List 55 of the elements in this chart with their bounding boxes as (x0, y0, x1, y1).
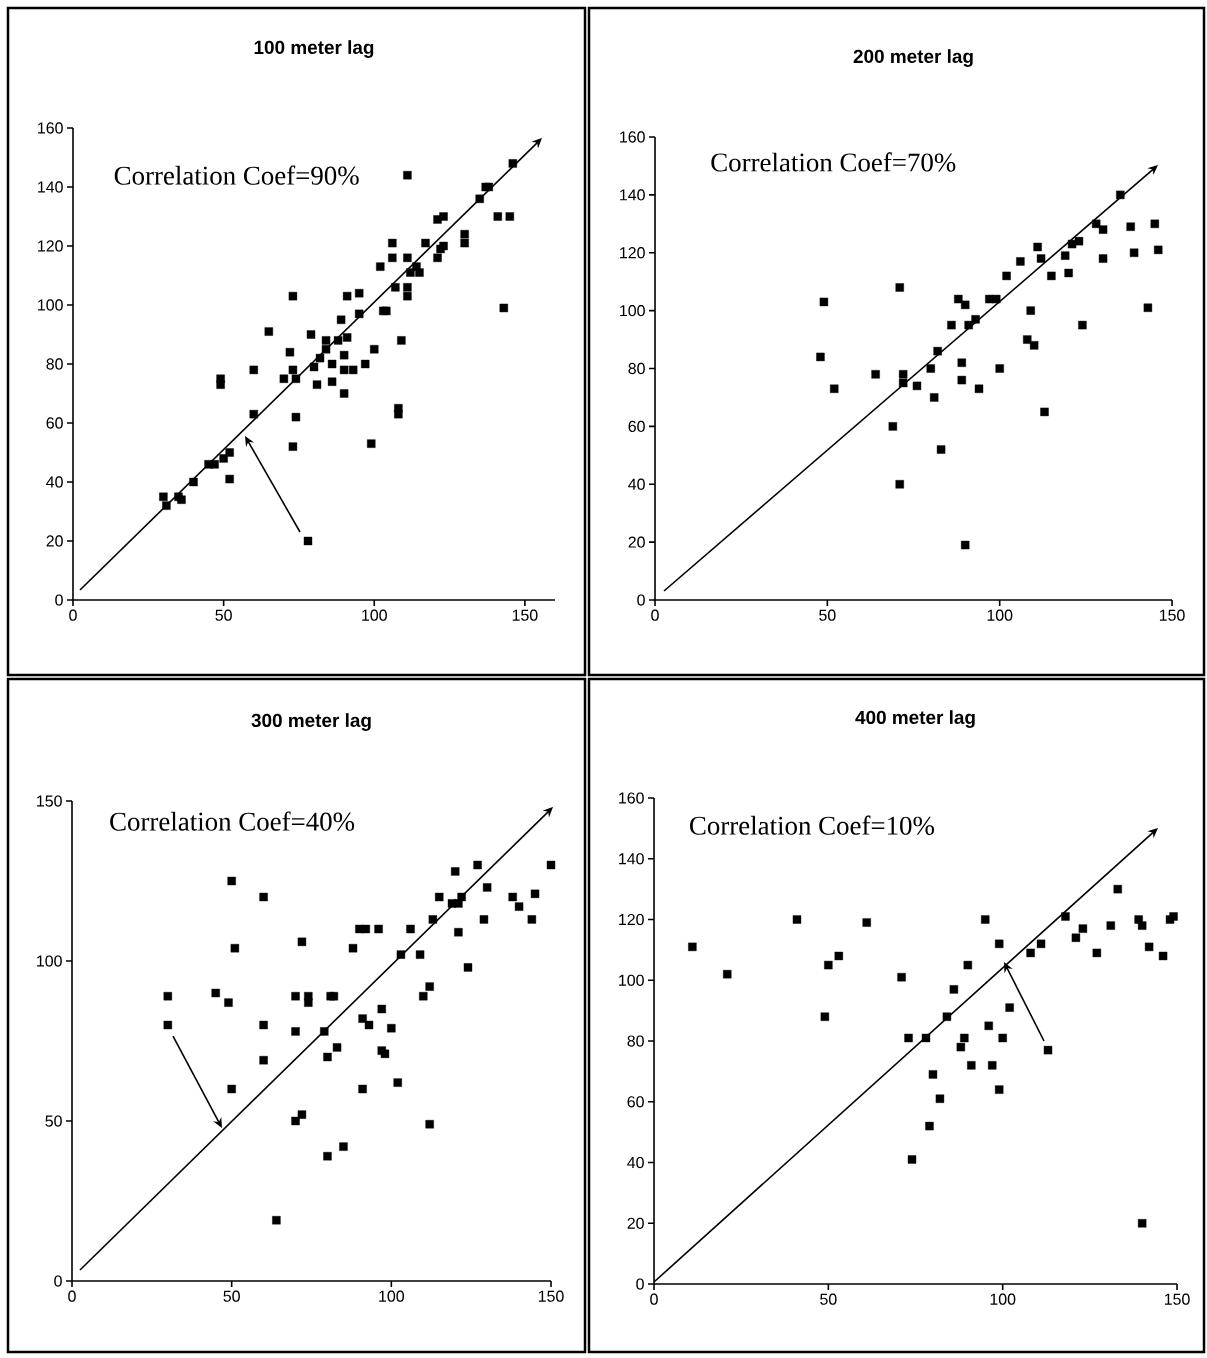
y-tick-label: 40 (627, 1156, 644, 1169)
x-tick-label: 0 (68, 1290, 76, 1302)
x-tick-label: 100 (379, 1290, 404, 1302)
y-tick-label: 40 (628, 478, 645, 490)
annotation: Correlation Coef=10% (690, 815, 934, 835)
y-tick-label: 0 (637, 594, 645, 606)
x-tick-label: 100 (990, 1293, 1016, 1305)
x-tick-label: 150 (538, 1290, 564, 1302)
chart-title: 100 meter lag (254, 40, 374, 58)
y-tick-label: 100 (37, 955, 62, 967)
chart-title: 400 meter lag (855, 710, 975, 728)
y-tick-label: 140 (619, 853, 644, 865)
annotation: Correlation Coef=40% (110, 811, 355, 831)
y-tick-label: 40 (46, 476, 63, 488)
y-tick-label: 60 (628, 420, 645, 433)
x-tick-label: 0 (651, 609, 659, 621)
x-tick-label: 50 (819, 609, 836, 621)
x-tick-label: 50 (223, 1290, 240, 1302)
y-tick-label: 160 (38, 122, 63, 134)
y-tick-label: 120 (38, 240, 63, 252)
y-tick-label: 120 (620, 247, 645, 259)
y-tick-label: 0 (55, 594, 63, 606)
y-tick-label: 80 (628, 362, 645, 375)
y-tick-label: 120 (619, 913, 644, 926)
y-tick-label: 160 (619, 792, 644, 804)
x-tick-label: 100 (362, 609, 387, 621)
y-tick-label: 150 (37, 795, 62, 807)
annotation: Correlation Coef=70% (711, 152, 956, 172)
y-tick-label: 100 (620, 305, 645, 317)
y-tick-label: 80 (627, 1035, 644, 1047)
y-tick-label: 60 (627, 1096, 644, 1108)
y-tick-label: 50 (45, 1115, 62, 1127)
y-tick-label: 0 (54, 1275, 62, 1287)
y-tick-label: 80 (46, 358, 63, 370)
x-tick-label: 0 (69, 609, 77, 621)
y-tick-label: 60 (46, 417, 63, 429)
x-tick-label: 0 (650, 1293, 658, 1305)
x-tick-label: 150 (1159, 609, 1185, 621)
y-tick-label: 100 (38, 299, 63, 311)
y-tick-label: 20 (628, 536, 645, 548)
chart-title: 200 meter lag (853, 49, 973, 67)
x-tick-label: 150 (512, 609, 538, 621)
x-tick-label: 100 (987, 609, 1013, 621)
y-tick-label: 100 (619, 974, 644, 986)
y-tick-label: 0 (636, 1278, 644, 1290)
chart-title: 300 meter lag (251, 713, 371, 731)
x-tick-label: 150 (1164, 1293, 1190, 1305)
y-tick-label: 160 (620, 131, 645, 143)
x-tick-label: 50 (215, 609, 232, 621)
y-tick-label: 20 (46, 535, 63, 547)
y-tick-label: 20 (627, 1217, 644, 1229)
y-tick-label: 140 (620, 189, 645, 201)
x-tick-label: 50 (820, 1293, 837, 1305)
annotation: Correlation Coef=90% (114, 165, 359, 185)
y-tick-label: 140 (38, 181, 63, 193)
